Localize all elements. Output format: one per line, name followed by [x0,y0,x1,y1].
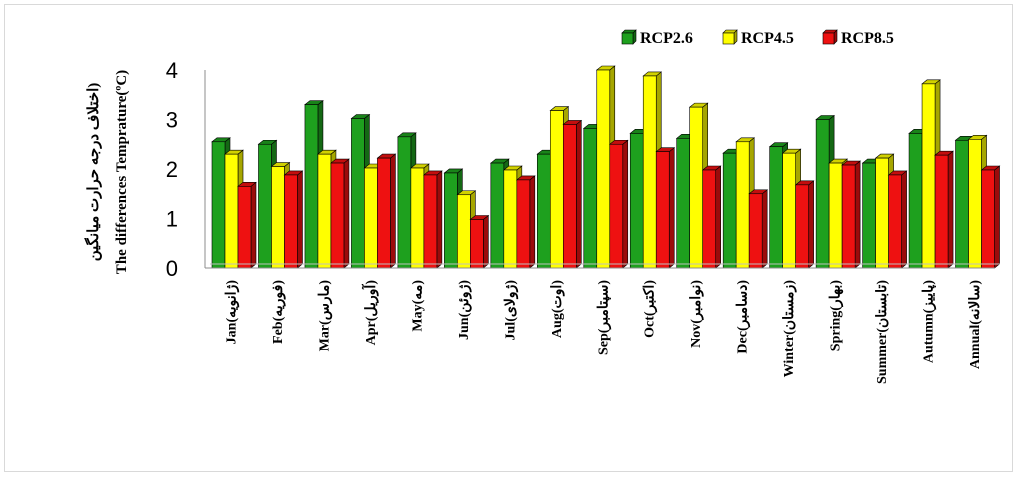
legend-label: RCP4.5 [741,30,794,47]
chart-frame [4,4,1013,472]
bar-rcp85-0 [237,181,257,269]
bar-rcp85-1 [283,170,304,269]
x-category-label: Spring(بهار) [829,280,844,352]
x-category-label: Jan(ژانویه) [225,280,240,345]
x-category-label: Summer(تابستان) [875,280,890,384]
y-axis-label-fa: اختلاف درجه حرارت میانگین) [84,83,102,262]
x-axis: Jan(ژانویه) Feb(فوریه) Mar(مارس) Apr(آوریل)… [205,263,1000,384]
bar-rcp85-9 [655,147,676,269]
bar-rcp85-4 [423,170,443,269]
legend-swatch [822,32,835,45]
bar-rcp85-16 [980,165,1001,269]
y-tick-label: 3 [166,108,178,133]
y-tick-label: 4 [166,58,178,83]
bar-rcp85-3 [376,153,397,269]
bar-rcp85-13 [841,160,861,269]
x-category-label: Winter(زمستان) [782,280,797,378]
bar-rcp85-15 [934,150,954,269]
x-category-label: Mar(مارس) [317,280,332,352]
legend-item-rcp85: RCP8.5 [822,29,894,47]
x-category-label: Jun(ژوئن) [457,280,472,340]
bar-rcp85-8 [608,139,629,269]
bar-rcp85-12 [794,180,815,269]
y-axis: 0 1 2 3 4 [166,58,206,281]
bars [211,65,1001,269]
bar-rcp85-6 [515,175,536,269]
x-category-label: Feb(فوریه) [271,280,286,344]
bar-rcp85-2 [330,158,350,269]
x-category-label: Autumn(پاییز) [922,280,937,363]
y-tick-label: 0 [166,256,178,281]
x-category-label: Oct(اکتبر) [642,280,658,338]
x-category-label: Sep(سپتامبر) [596,280,611,355]
legend: RCP2.6 RCP4.5 RCP8.5 [621,29,894,47]
x-category-label: Aug(اوت) [550,280,565,338]
x-category-label: Dec(دسامبر) [736,280,751,354]
x-category-label: Annual(سالانه) [968,280,983,369]
x-category-label: Nov(نوامبر) [689,280,704,348]
bar-rcp85-10 [701,165,722,269]
legend-item-rcp26: RCP2.6 [621,29,693,47]
x-category-label: May(مه) [410,280,425,332]
legend-item-rcp45: RCP4.5 [722,29,794,47]
x-category-label: Jul(ژولای) [503,280,518,341]
legend-swatch [722,32,735,45]
legend-label: RCP8.5 [841,30,894,47]
x-category-label: Apr(آوریل) [361,280,379,346]
bar-rcp85-11 [748,189,769,269]
y-tick-label: 1 [166,207,178,232]
bar-rcp85-5 [469,214,490,269]
bar-rcp85-7 [562,119,583,269]
y-tick-label: 2 [166,157,178,182]
y-axis-label-en: The differences Temprature(ºC) [114,70,130,274]
legend-label: RCP2.6 [640,30,693,47]
legend-swatch [621,32,634,45]
bar-rcp85-14 [887,170,908,269]
